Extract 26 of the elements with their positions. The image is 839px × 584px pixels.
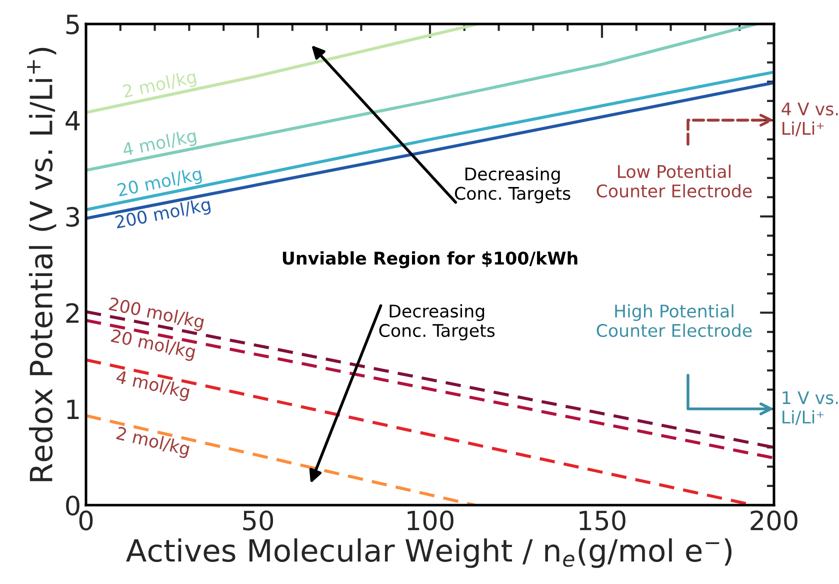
text: 4 mol/kg [114, 370, 190, 402]
text: 200 mol/kg [114, 197, 212, 232]
annotation: Unviable Region for $100/kWh [282, 251, 578, 268]
y-tick-label: 2 [66, 303, 78, 323]
y-tick-label: 0 [66, 496, 80, 516]
text: 2 mol/kg [122, 70, 198, 102]
annotation: Low Potential Counter Electrode [596, 164, 752, 198]
x-tick-label: 150 [580, 510, 626, 530]
x-tick-label: 0 [79, 510, 93, 530]
x-tick-label: 50 [243, 510, 274, 530]
annotation: Decreasing Conc. Targets [379, 304, 495, 340]
text: 20 mol/kg [116, 166, 203, 200]
x-tick-label: 100 [408, 510, 454, 530]
text: 4 mol/kg [122, 128, 198, 160]
x-tick-label: 200 [750, 510, 798, 530]
annotation: High Potential Counter Electrode [596, 304, 752, 338]
y-tick-label: 5 [66, 14, 79, 34]
text: 1 V vs. Li/Li⁺ [782, 391, 838, 426]
y-tick-label: 4 [66, 110, 80, 130]
y-axis-title: Redox Potential (V vs. Li/Li$^{+}$) [27, 48, 56, 482]
y-tick-label: 1 [67, 400, 79, 419]
x-axis-title: Actives Molecular Weight / n$_{e}$(g/mol e$^{−}$) [126, 538, 732, 568]
text: 4 V vs. Li/Li⁺ [782, 102, 838, 136]
y-tick-label: 3 [66, 206, 80, 227]
text: 2 mol/kg [115, 426, 190, 459]
annotation: Decreasing Conc. Targets [454, 167, 570, 204]
